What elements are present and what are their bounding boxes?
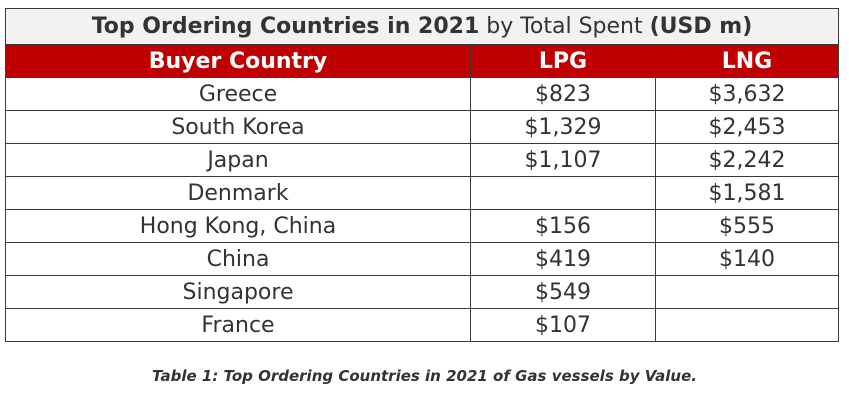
lng-cell: $3,632 — [655, 77, 839, 111]
table-row: France $107 — [5, 308, 839, 342]
table-row: Japan $1,107 $2,242 — [5, 143, 839, 177]
lpg-cell: $156 — [470, 209, 656, 243]
country-cell: Greece — [5, 77, 471, 111]
table-row: South Korea $1,329 $2,453 — [5, 110, 839, 144]
lpg-cell: $1,329 — [470, 110, 656, 144]
title-part-3: (USD m) — [649, 14, 753, 39]
table-row: China $419 $140 — [5, 242, 839, 276]
table-row: Greece $823 $3,632 — [5, 77, 839, 111]
lpg-cell — [470, 176, 656, 210]
lng-cell: $1,581 — [655, 176, 839, 210]
table-caption: Table 1: Top Ordering Countries in 2021 … — [152, 367, 697, 385]
data-table: Top Ordering Countries in 2021 by Total … — [5, 8, 839, 342]
country-cell: China — [5, 242, 471, 276]
country-cell: Hong Kong, China — [5, 209, 471, 243]
lpg-cell: $1,107 — [470, 143, 656, 177]
column-header-lpg: LPG — [470, 44, 656, 78]
lpg-cell: $107 — [470, 308, 656, 342]
header-row: Buyer Country LPG LNG — [5, 44, 839, 78]
country-cell: Japan — [5, 143, 471, 177]
column-header-country: Buyer Country — [5, 44, 471, 78]
lpg-cell: $419 — [470, 242, 656, 276]
table-title: Top Ordering Countries in 2021 by Total … — [5, 8, 839, 45]
table-row: Singapore $549 — [5, 275, 839, 309]
country-cell: Singapore — [5, 275, 471, 309]
column-header-lng: LNG — [655, 44, 839, 78]
lng-cell — [655, 308, 839, 342]
table-row: Hong Kong, China $156 $555 — [5, 209, 839, 243]
lng-cell: $555 — [655, 209, 839, 243]
country-cell: France — [5, 308, 471, 342]
title-part-1: Top Ordering Countries in 2021 — [91, 14, 480, 39]
lpg-cell: $823 — [470, 77, 656, 111]
lng-cell: $140 — [655, 242, 839, 276]
lng-cell: $2,453 — [655, 110, 839, 144]
country-cell: Denmark — [5, 176, 471, 210]
title-row: Top Ordering Countries in 2021 by Total … — [5, 8, 839, 45]
table-row: Denmark $1,581 — [5, 176, 839, 210]
lng-cell — [655, 275, 839, 309]
lpg-cell: $549 — [470, 275, 656, 309]
title-part-2: by Total Spent — [479, 14, 650, 39]
country-cell: South Korea — [5, 110, 471, 144]
lng-cell: $2,242 — [655, 143, 839, 177]
